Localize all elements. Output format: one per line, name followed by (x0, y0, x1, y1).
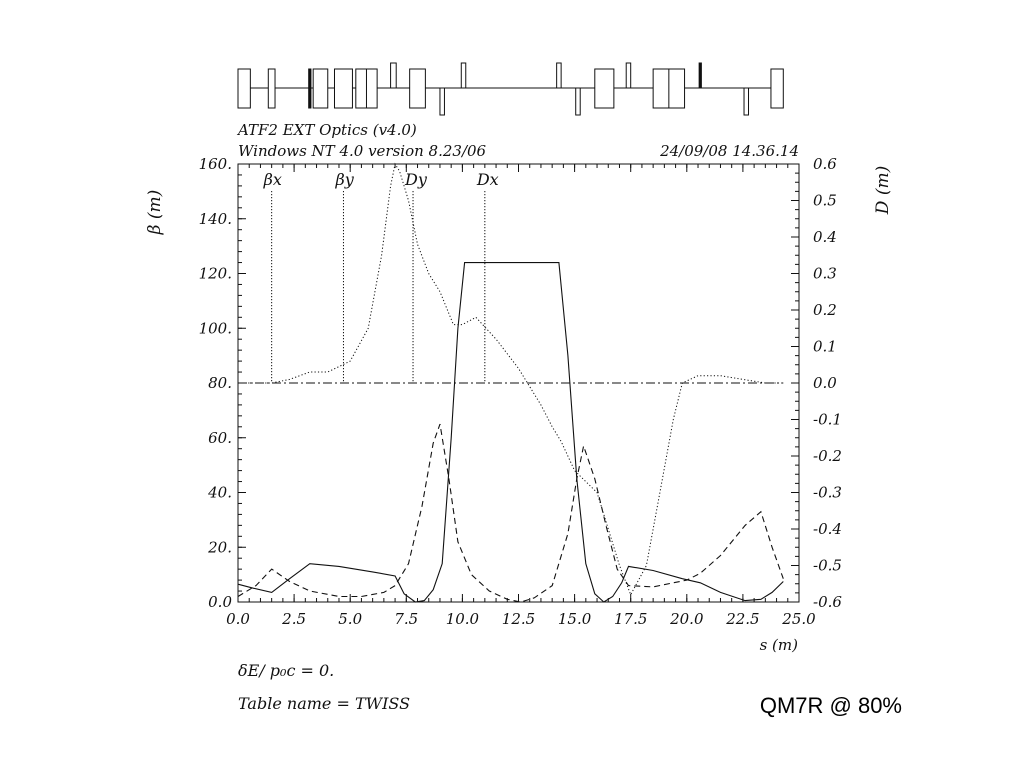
y2-tick-label: 0.3 (813, 265, 837, 283)
legend: βx βy Dy Dx (263, 170, 499, 383)
y-axis-left: 0.0 20. 40. 60. 80. 100. 120. 140. 160. (199, 155, 246, 611)
legend-label: βx (263, 170, 282, 189)
beamline-bend (698, 62, 702, 89)
beamline-sext (439, 87, 445, 116)
x-tick-label: 0.0 (226, 610, 250, 628)
y-tick-label: 60. (208, 429, 232, 447)
beamline-quad (409, 68, 426, 109)
y2-tick-label: -0.6 (813, 593, 842, 611)
plot-header-title: ATF2 EXT Optics (v4.0) (236, 121, 417, 139)
y-axis-title: β (m) (145, 190, 165, 236)
series-line-Dx (238, 162, 784, 596)
y2-tick-label: -0.1 (813, 411, 842, 429)
y2-axis-title: D (m) (873, 166, 893, 215)
y2-tick-label: -0.3 (813, 484, 842, 502)
y-tick-label: 140. (199, 210, 232, 228)
beamline-quad (267, 68, 276, 109)
beamline-schematic (237, 62, 784, 116)
y-axis-right: -0.6 -0.5 -0.4 -0.3 -0.2 -0.1 0.0 0.1 0.2 0.3 0.4 0… (791, 155, 842, 611)
beamline-quad (237, 68, 251, 109)
y-tick-label: 160. (199, 155, 232, 173)
series-group (237, 162, 784, 603)
x-axis: 0.0 2.5 5.0 7.5 10.0 12.5 15.0 17.5 20.0 22.5 25.0 (226, 164, 816, 628)
beamline-sext (743, 87, 750, 116)
beamline-sext (556, 62, 562, 89)
x-tick-label: 10.0 (446, 610, 480, 628)
y-tick-label: 80. (208, 374, 232, 392)
y2-tick-label: 0.0 (813, 374, 837, 392)
x-tick-label: 25.0 (781, 610, 816, 628)
y-tick-label: 100. (199, 319, 232, 337)
y2-tick-label: -0.5 (813, 557, 842, 575)
beamline-quad (312, 68, 329, 109)
beamline-bend (308, 68, 312, 109)
y-tick-label: 0.0 (208, 593, 232, 611)
x-tick-label: 7.5 (394, 610, 418, 628)
y-tick-label: 20. (207, 538, 232, 556)
series-line-βy (237, 423, 784, 603)
y-tick-label: 120. (199, 265, 232, 283)
beamline-sext (460, 62, 467, 89)
beamline-sext (390, 62, 397, 89)
series-line-βx (237, 262, 784, 603)
x-tick-label: 20.0 (669, 610, 704, 628)
x-tick-label: 12.5 (502, 610, 535, 628)
plot-header-version: Windows NT 4.0 version 8.23/06 (238, 142, 487, 160)
legend-label: βy (334, 170, 354, 189)
annotation-label: QM7R @ 80% (760, 693, 902, 718)
table-name-label: Table name = TWISS (238, 694, 410, 713)
beamline-sext (575, 87, 581, 116)
y2-tick-label: 0.4 (813, 228, 837, 246)
plot-header-timestamp: 24/09/08 14.36.14 (659, 142, 799, 160)
y-tick-label: 40. (207, 484, 232, 502)
x-tick-label: 17.5 (614, 610, 647, 628)
x-tick-label: 15.0 (558, 610, 592, 628)
beamline-quad (594, 68, 615, 109)
x-tick-label: 22.5 (725, 610, 759, 628)
y2-tick-label: -0.4 (813, 520, 842, 538)
y2-tick-label: 0.2 (813, 301, 837, 319)
y2-tick-label: 0.5 (813, 192, 837, 210)
y2-tick-label: -0.2 (813, 447, 842, 465)
legend-label: Dx (476, 170, 499, 189)
x-tick-label: 5.0 (338, 610, 362, 628)
y2-tick-label: 0.1 (813, 338, 837, 356)
x-axis-title: s (m) (760, 636, 799, 654)
x-tick-label: 2.5 (281, 610, 306, 628)
delta-label: δE/ p₀c = 0. (238, 661, 334, 680)
legend-label: Dy (404, 170, 428, 189)
beamline-quad (333, 68, 353, 109)
beamline-sext (625, 62, 632, 89)
y2-tick-label: 0.6 (813, 155, 837, 173)
beamline-quad (770, 68, 784, 109)
